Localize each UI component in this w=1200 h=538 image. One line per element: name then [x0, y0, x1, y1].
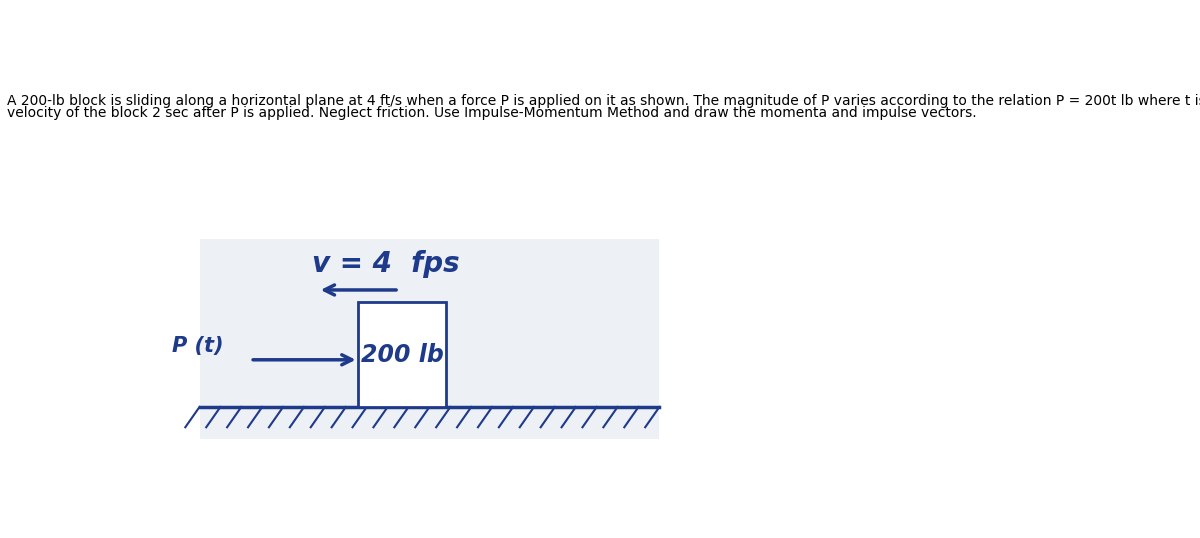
Text: v = 4  fps: v = 4 fps: [312, 251, 460, 279]
Text: A 200-lb block is sliding along a horizontal plane at 4 ft/s when a force P is a: A 200-lb block is sliding along a horizo…: [7, 94, 1200, 108]
Bar: [199, 239, 659, 439]
Text: velocity of the block 2 sec after P is applied. Neglect friction. Use Impulse-Mo: velocity of the block 2 sec after P is a…: [7, 106, 977, 120]
Text: P (t): P (t): [172, 336, 223, 356]
Bar: [359, 302, 446, 407]
Text: 200 lb: 200 lb: [361, 343, 444, 366]
